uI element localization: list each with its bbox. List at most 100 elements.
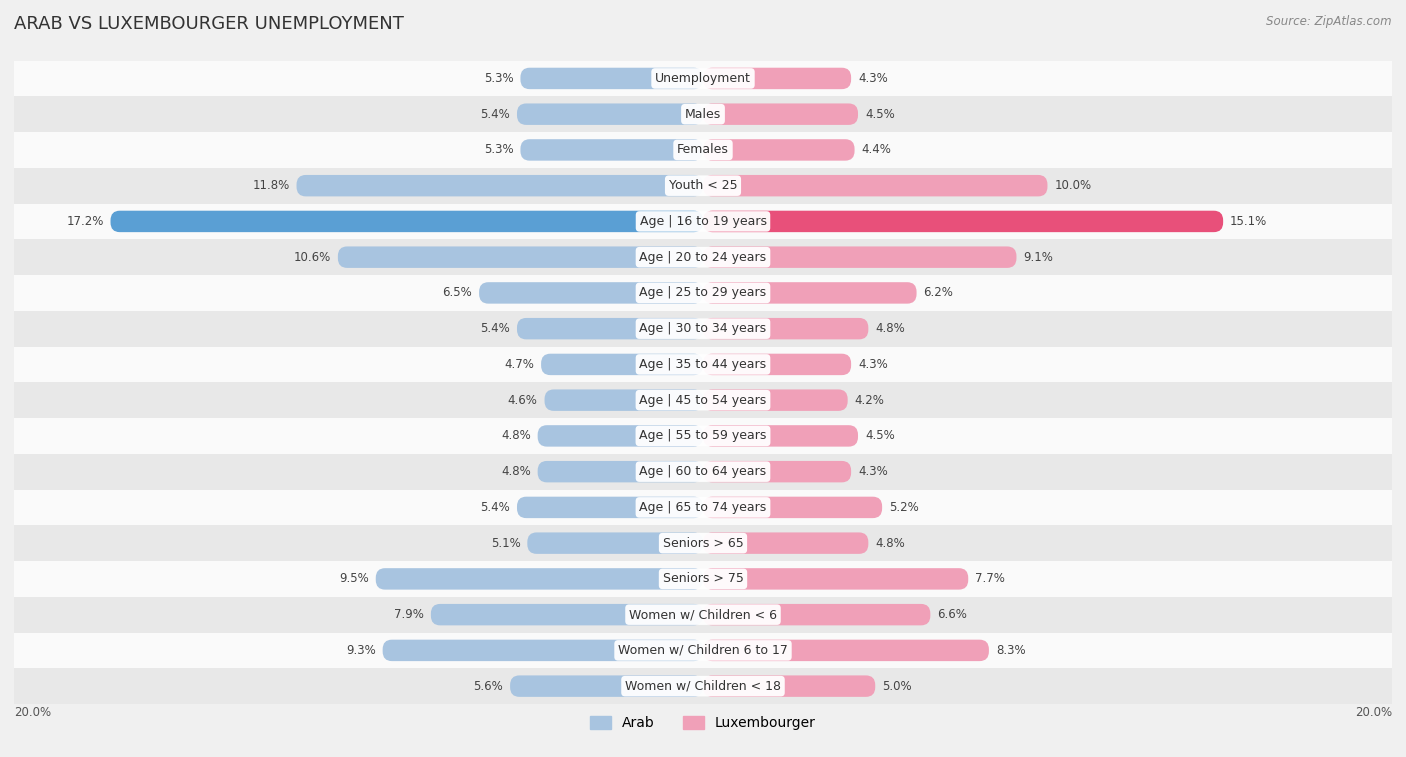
Text: Age | 65 to 74 years: Age | 65 to 74 years [640, 501, 766, 514]
FancyBboxPatch shape [517, 497, 703, 518]
Text: 4.5%: 4.5% [865, 107, 894, 120]
Text: 11.8%: 11.8% [253, 179, 290, 192]
Text: 6.2%: 6.2% [924, 286, 953, 300]
Text: 5.6%: 5.6% [474, 680, 503, 693]
Text: 4.3%: 4.3% [858, 358, 887, 371]
Text: 5.3%: 5.3% [484, 143, 513, 157]
FancyBboxPatch shape [541, 354, 703, 375]
Text: 6.5%: 6.5% [443, 286, 472, 300]
FancyBboxPatch shape [703, 318, 869, 339]
Bar [14, 96, 1392, 132]
Text: Women w/ Children < 18: Women w/ Children < 18 [626, 680, 780, 693]
Text: ARAB VS LUXEMBOURGER UNEMPLOYMENT: ARAB VS LUXEMBOURGER UNEMPLOYMENT [14, 15, 404, 33]
FancyBboxPatch shape [430, 604, 703, 625]
FancyBboxPatch shape [479, 282, 703, 304]
FancyBboxPatch shape [111, 210, 703, 232]
FancyBboxPatch shape [520, 67, 703, 89]
FancyBboxPatch shape [382, 640, 703, 661]
FancyBboxPatch shape [703, 604, 931, 625]
Text: 5.4%: 5.4% [481, 322, 510, 335]
Text: 17.2%: 17.2% [66, 215, 104, 228]
Bar [14, 168, 1392, 204]
FancyBboxPatch shape [703, 247, 1017, 268]
Text: 4.8%: 4.8% [501, 429, 531, 442]
Text: Youth < 25: Youth < 25 [669, 179, 737, 192]
FancyBboxPatch shape [703, 354, 851, 375]
Text: Age | 45 to 54 years: Age | 45 to 54 years [640, 394, 766, 407]
FancyBboxPatch shape [537, 425, 703, 447]
Text: 20.0%: 20.0% [1355, 706, 1392, 719]
Text: Females: Females [678, 143, 728, 157]
FancyBboxPatch shape [517, 104, 703, 125]
Text: 9.3%: 9.3% [346, 644, 375, 657]
Text: 4.2%: 4.2% [855, 394, 884, 407]
Bar [14, 239, 1392, 275]
Text: 4.7%: 4.7% [505, 358, 534, 371]
FancyBboxPatch shape [703, 210, 1223, 232]
Text: 7.9%: 7.9% [394, 608, 425, 621]
Text: Women w/ Children < 6: Women w/ Children < 6 [628, 608, 778, 621]
Text: 5.3%: 5.3% [484, 72, 513, 85]
FancyBboxPatch shape [337, 247, 703, 268]
Text: 10.6%: 10.6% [294, 251, 330, 263]
Text: 10.0%: 10.0% [1054, 179, 1091, 192]
FancyBboxPatch shape [703, 425, 858, 447]
FancyBboxPatch shape [703, 497, 882, 518]
Text: 4.3%: 4.3% [858, 465, 887, 478]
FancyBboxPatch shape [703, 389, 848, 411]
Text: 4.4%: 4.4% [862, 143, 891, 157]
Text: Age | 20 to 24 years: Age | 20 to 24 years [640, 251, 766, 263]
Text: Age | 16 to 19 years: Age | 16 to 19 years [640, 215, 766, 228]
Text: 4.8%: 4.8% [875, 322, 905, 335]
Bar [14, 490, 1392, 525]
FancyBboxPatch shape [703, 461, 851, 482]
Bar [14, 597, 1392, 633]
FancyBboxPatch shape [703, 675, 875, 697]
Bar [14, 561, 1392, 597]
FancyBboxPatch shape [703, 282, 917, 304]
Bar [14, 418, 1392, 453]
Text: 5.2%: 5.2% [889, 501, 918, 514]
FancyBboxPatch shape [527, 532, 703, 554]
FancyBboxPatch shape [520, 139, 703, 160]
Text: 7.7%: 7.7% [976, 572, 1005, 585]
Text: 5.4%: 5.4% [481, 107, 510, 120]
Text: 4.8%: 4.8% [875, 537, 905, 550]
Text: Age | 30 to 34 years: Age | 30 to 34 years [640, 322, 766, 335]
Bar [14, 275, 1392, 311]
Bar [14, 453, 1392, 490]
FancyBboxPatch shape [537, 461, 703, 482]
Text: 8.3%: 8.3% [995, 644, 1025, 657]
Bar [14, 668, 1392, 704]
Text: 4.6%: 4.6% [508, 394, 537, 407]
Bar [14, 633, 1392, 668]
FancyBboxPatch shape [703, 67, 851, 89]
Text: Males: Males [685, 107, 721, 120]
Text: 4.3%: 4.3% [858, 72, 887, 85]
Text: Age | 35 to 44 years: Age | 35 to 44 years [640, 358, 766, 371]
FancyBboxPatch shape [297, 175, 703, 196]
Bar [14, 204, 1392, 239]
FancyBboxPatch shape [544, 389, 703, 411]
Bar [14, 132, 1392, 168]
FancyBboxPatch shape [703, 104, 858, 125]
Text: Age | 55 to 59 years: Age | 55 to 59 years [640, 429, 766, 442]
Text: Age | 25 to 29 years: Age | 25 to 29 years [640, 286, 766, 300]
Text: Source: ZipAtlas.com: Source: ZipAtlas.com [1267, 15, 1392, 28]
FancyBboxPatch shape [510, 675, 703, 697]
Bar [14, 525, 1392, 561]
Text: 15.1%: 15.1% [1230, 215, 1267, 228]
Text: 9.5%: 9.5% [339, 572, 368, 585]
Text: Women w/ Children 6 to 17: Women w/ Children 6 to 17 [619, 644, 787, 657]
FancyBboxPatch shape [703, 532, 869, 554]
FancyBboxPatch shape [703, 139, 855, 160]
Text: 4.5%: 4.5% [865, 429, 894, 442]
FancyBboxPatch shape [703, 569, 969, 590]
Text: 9.1%: 9.1% [1024, 251, 1053, 263]
Bar [14, 311, 1392, 347]
Text: 6.6%: 6.6% [938, 608, 967, 621]
FancyBboxPatch shape [375, 569, 703, 590]
Text: Seniors > 65: Seniors > 65 [662, 537, 744, 550]
Text: Unemployment: Unemployment [655, 72, 751, 85]
Text: 5.1%: 5.1% [491, 537, 520, 550]
